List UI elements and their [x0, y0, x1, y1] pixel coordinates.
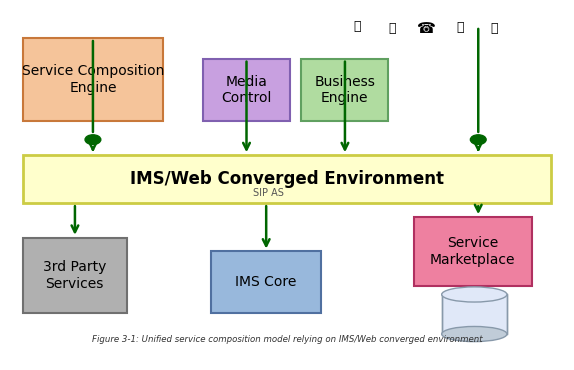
Text: 💻: 💻 — [456, 21, 464, 34]
FancyBboxPatch shape — [413, 217, 532, 286]
Text: Business
Engine: Business Engine — [314, 75, 375, 105]
Text: Service Composition
Engine: Service Composition Engine — [22, 64, 164, 94]
Bar — [441, 295, 507, 334]
Text: ☎: ☎ — [417, 21, 436, 36]
Text: 🖥️: 🖥️ — [389, 22, 397, 35]
Circle shape — [470, 135, 486, 144]
FancyBboxPatch shape — [22, 38, 163, 121]
Text: IMS Core: IMS Core — [235, 275, 297, 289]
Text: SIP AS: SIP AS — [253, 188, 284, 198]
Ellipse shape — [442, 326, 507, 342]
FancyBboxPatch shape — [301, 59, 388, 121]
FancyBboxPatch shape — [203, 59, 290, 121]
Text: 📱: 📱 — [354, 20, 361, 33]
FancyBboxPatch shape — [22, 155, 552, 203]
Ellipse shape — [442, 287, 507, 302]
Text: Service
Marketplace: Service Marketplace — [430, 236, 515, 266]
Text: 📺: 📺 — [490, 22, 498, 35]
Circle shape — [85, 135, 101, 144]
FancyBboxPatch shape — [22, 238, 127, 313]
Text: IMS/Web Converged Environment: IMS/Web Converged Environment — [130, 170, 444, 188]
FancyBboxPatch shape — [211, 252, 321, 313]
Text: 3rd Party
Services: 3rd Party Services — [43, 260, 106, 291]
Text: Media
Control: Media Control — [221, 75, 272, 105]
Text: Figure 3-1: Unified service composition model relying on IMS/Web converged envir: Figure 3-1: Unified service composition … — [92, 335, 482, 344]
